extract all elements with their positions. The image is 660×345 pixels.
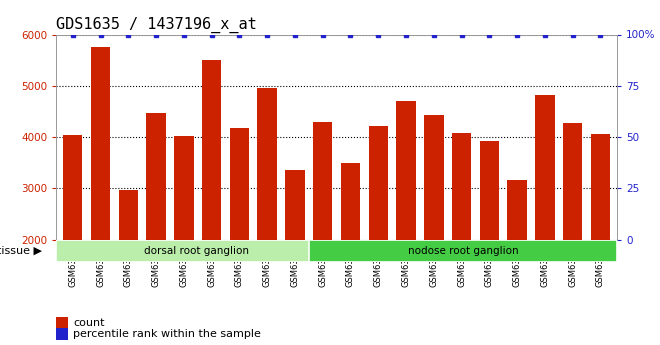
Bar: [396, 101, 416, 240]
Bar: [563, 123, 582, 240]
Text: GDS1635 / 1437196_x_at: GDS1635 / 1437196_x_at: [56, 17, 257, 33]
Bar: [56, 240, 337, 262]
Bar: [257, 88, 277, 240]
Bar: [480, 141, 499, 240]
Bar: [91, 47, 110, 240]
Bar: [508, 180, 527, 240]
Bar: [535, 95, 554, 240]
Bar: [313, 122, 333, 240]
Text: percentile rank within the sample: percentile rank within the sample: [73, 329, 261, 339]
Bar: [424, 115, 444, 240]
Bar: [309, 240, 617, 262]
Bar: [202, 60, 221, 240]
Bar: [119, 190, 138, 240]
Bar: [341, 163, 360, 240]
Bar: [147, 112, 166, 240]
Bar: [368, 126, 388, 240]
Text: count: count: [73, 318, 105, 328]
Bar: [452, 132, 471, 240]
Bar: [63, 135, 82, 240]
Bar: [285, 170, 305, 240]
Text: tissue ▶: tissue ▶: [0, 246, 42, 256]
Bar: [230, 128, 249, 240]
Text: nodose root ganglion: nodose root ganglion: [407, 246, 518, 256]
Text: dorsal root ganglion: dorsal root ganglion: [144, 246, 249, 256]
Bar: [591, 134, 610, 240]
Bar: [174, 136, 193, 240]
